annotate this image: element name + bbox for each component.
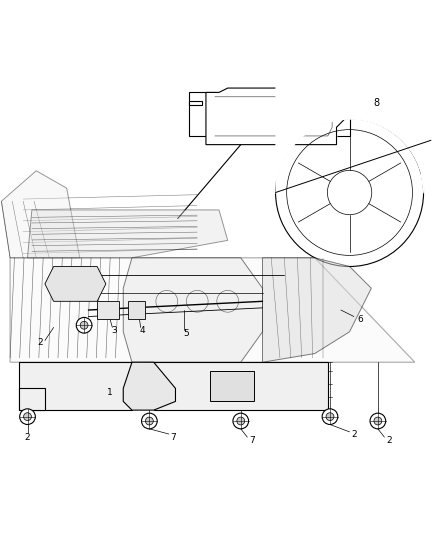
Polygon shape bbox=[45, 266, 106, 301]
Circle shape bbox=[20, 409, 35, 424]
Circle shape bbox=[374, 417, 382, 425]
Text: 2: 2 bbox=[386, 436, 392, 445]
Circle shape bbox=[76, 318, 92, 333]
Text: 2: 2 bbox=[25, 433, 30, 442]
Polygon shape bbox=[262, 258, 371, 362]
Bar bbox=[127, 301, 145, 319]
Circle shape bbox=[370, 413, 386, 429]
Polygon shape bbox=[123, 258, 262, 362]
Circle shape bbox=[322, 409, 338, 424]
Polygon shape bbox=[28, 210, 228, 258]
Circle shape bbox=[237, 417, 245, 425]
Circle shape bbox=[141, 413, 157, 429]
Text: 7: 7 bbox=[249, 436, 254, 445]
Polygon shape bbox=[154, 362, 328, 410]
Polygon shape bbox=[19, 362, 132, 410]
Circle shape bbox=[80, 321, 88, 329]
Text: 5: 5 bbox=[184, 328, 189, 337]
Polygon shape bbox=[123, 362, 176, 410]
Text: 2: 2 bbox=[38, 338, 43, 347]
Circle shape bbox=[326, 413, 334, 421]
Polygon shape bbox=[10, 258, 415, 362]
Bar bbox=[97, 301, 119, 319]
Text: 4: 4 bbox=[140, 326, 146, 335]
Circle shape bbox=[145, 417, 153, 425]
Bar bbox=[210, 371, 254, 401]
FancyBboxPatch shape bbox=[188, 92, 215, 136]
Circle shape bbox=[233, 413, 249, 429]
Polygon shape bbox=[188, 101, 201, 106]
Text: 6: 6 bbox=[357, 315, 364, 324]
Text: 2: 2 bbox=[351, 430, 357, 439]
Text: 7: 7 bbox=[170, 433, 176, 442]
Circle shape bbox=[24, 413, 32, 421]
Polygon shape bbox=[206, 88, 345, 144]
Text: 8: 8 bbox=[374, 98, 380, 108]
Polygon shape bbox=[1, 171, 80, 258]
Text: 3: 3 bbox=[112, 326, 117, 335]
Text: 1: 1 bbox=[107, 388, 113, 397]
Polygon shape bbox=[19, 389, 45, 410]
